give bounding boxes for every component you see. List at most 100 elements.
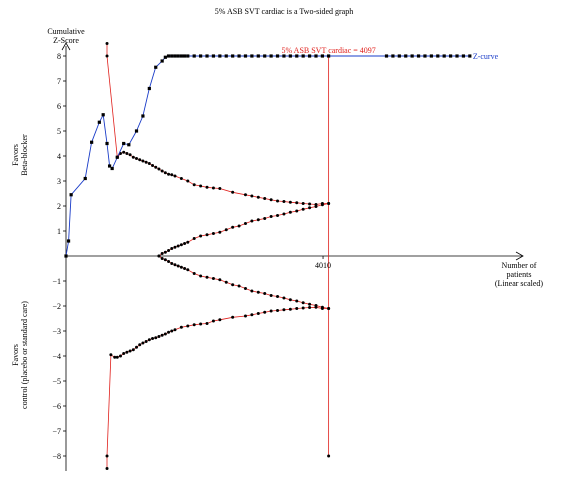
lower-futility-boundary-point (183, 267, 187, 270)
zcurve-point (288, 54, 292, 58)
lower-efficacy-boundary-point (173, 328, 177, 332)
lower-futility-boundary-point (163, 258, 167, 262)
upper-futility-boundary-point (211, 232, 215, 235)
upper-efficacy-boundary-point (308, 202, 312, 206)
upper-futility-boundary-point (282, 212, 286, 216)
zcurve-point (66, 239, 71, 243)
zcurve-point (154, 65, 158, 69)
zcurve-point (442, 54, 446, 58)
y-axis-label-line1: Cumulative (47, 27, 85, 36)
upper-efficacy-boundary-point (170, 173, 174, 177)
lower-futility-boundary-point (288, 298, 292, 302)
lower-side-label-line1: Favors (11, 344, 20, 366)
upper-efficacy-boundary-point (151, 164, 155, 167)
lower-futility-boundary-point (170, 262, 174, 265)
zcurve-point (429, 54, 433, 58)
zcurve-point (107, 164, 112, 168)
zcurve-point (110, 166, 114, 171)
lower-efficacy-boundary-point (179, 325, 183, 329)
y-axis-label-line2: Z-Score (53, 36, 79, 45)
zcurve-point (218, 54, 222, 58)
lower-futility-boundary-point (211, 277, 215, 280)
upper-futility-boundary-point (314, 205, 318, 208)
lower-efficacy-boundary-point (141, 341, 145, 345)
lower-efficacy-boundary-point (160, 333, 164, 337)
upper-futility-boundary-point (199, 234, 203, 238)
zcurve-point (455, 54, 459, 58)
zcurve-point (64, 254, 68, 258)
x-axis-label-line1: Number of (502, 261, 537, 270)
y-tick-label: −8 (52, 452, 61, 461)
x-axis-label-line3: (Linear scaled) (495, 279, 544, 288)
zcurve-point (224, 54, 228, 58)
zcurve-point (115, 155, 119, 159)
boundaries (105, 42, 331, 470)
zcurve-point (105, 141, 109, 146)
upper-side-label-line1: Favors (11, 144, 20, 166)
upper-efficacy-boundary-point (243, 193, 247, 197)
zcurve-point (468, 54, 472, 58)
upper-efficacy-boundary-point (157, 167, 161, 171)
lower-efficacy-boundary-point (327, 307, 331, 310)
lower-futility-boundary-point (192, 272, 196, 275)
lower-futility-boundary-point (199, 274, 203, 278)
y-tick-label: −4 (52, 352, 61, 361)
lower-futility-boundary-point (237, 284, 241, 288)
upper-efficacy-boundary-point (269, 198, 273, 202)
lower-futility-boundary-point (308, 302, 312, 306)
lower-futility-boundary-point (231, 283, 235, 287)
upper-efficacy-boundary-point (163, 171, 167, 175)
zcurve-point (97, 120, 101, 124)
zcurve-label: Z-curve (473, 52, 499, 61)
zcurve-point (134, 129, 139, 133)
upper-futility-boundary-point (192, 237, 196, 240)
upper-efficacy-boundary-point (288, 200, 292, 204)
lower-efficacy-boundary-point (128, 349, 132, 353)
zcurve-point (231, 54, 235, 58)
lower-futility-boundary-point (263, 292, 267, 295)
upper-efficacy-boundary-point (211, 186, 215, 190)
zcurve-point (423, 54, 427, 58)
upper-futility-boundary-point (170, 247, 174, 250)
zcurve-point (461, 54, 466, 58)
upper-futility-boundary-point (179, 243, 183, 247)
zcurve-point (122, 141, 126, 146)
zcurve-point (397, 54, 401, 58)
zcurve-point (90, 140, 94, 144)
lower-efficacy-boundary-point (135, 345, 139, 349)
lower-efficacy-boundary-point (282, 308, 286, 312)
upper-futility-boundary-point (256, 218, 260, 222)
lower-efficacy-boundary-point (263, 310, 267, 314)
zcurve-point (173, 54, 177, 58)
lower-efficacy-boundary-point (131, 348, 135, 352)
lower-futility-boundary-point (276, 295, 280, 298)
upper-futility-boundary-line (158, 203, 329, 257)
lower-futility-boundary-point (205, 275, 209, 279)
zcurve-line (65, 55, 470, 257)
upper-futility-boundary-point (243, 222, 247, 225)
upper-futility-boundary-point (308, 206, 312, 210)
upper-efficacy-boundary-point (192, 183, 196, 187)
zcurve-point (243, 54, 248, 58)
lower-efficacy-boundary-point (231, 315, 235, 319)
zcurve-point (282, 54, 286, 58)
lower-futility-boundary-point (157, 254, 161, 258)
y-tick-label: 3 (57, 177, 61, 186)
y-tick-label: 8 (57, 52, 61, 61)
lower-efficacy-boundary-point (115, 355, 119, 359)
lower-efficacy-boundary-point (320, 307, 324, 310)
y-tick-label: −1 (52, 277, 61, 286)
zcurve-point (436, 54, 440, 58)
upper-futility-boundary-point (263, 217, 267, 220)
y-tick-label: −6 (52, 402, 61, 411)
zcurve-point (147, 86, 151, 91)
zcurve-point (320, 54, 324, 58)
lower-efficacy-boundary-point (250, 313, 254, 317)
lower-efficacy-boundary-point (288, 307, 292, 311)
upper-futility-boundary-point (269, 215, 273, 218)
zcurve-point (205, 54, 209, 58)
upper-futility-boundary-point (320, 203, 324, 207)
upper-efficacy-boundary-point (105, 54, 109, 58)
zcurve-point (163, 55, 167, 59)
lower-efficacy-boundary-point (211, 319, 215, 323)
